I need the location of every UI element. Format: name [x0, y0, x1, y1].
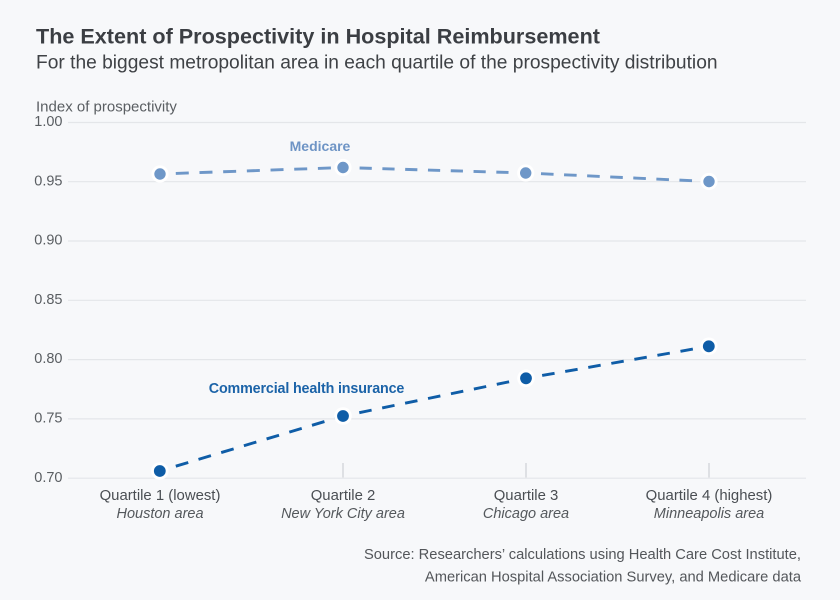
svg-text:Minneapolis area: Minneapolis area — [654, 506, 764, 522]
svg-text:1.00: 1.00 — [34, 114, 62, 130]
svg-text:0.90: 0.90 — [34, 233, 62, 249]
svg-text:Commercial health insurance: Commercial health insurance — [209, 381, 405, 397]
svg-text:0.80: 0.80 — [34, 351, 62, 367]
svg-text:New York City area: New York City area — [281, 506, 405, 522]
svg-text:The Extent of Prospectivity in: The Extent of Prospectivity in Hospital … — [36, 24, 600, 49]
svg-text:For the biggest metropolitan a: For the biggest metropolitan area in eac… — [36, 53, 718, 74]
svg-text:0.70: 0.70 — [34, 470, 62, 486]
svg-text:Index of prospectivity: Index of prospectivity — [36, 99, 177, 116]
svg-text:American Hospital Association: American Hospital Association Survey, an… — [425, 570, 802, 586]
svg-text:Source: Researchers’ calculati: Source: Researchers’ calculations using … — [364, 547, 801, 563]
svg-text:Quartile 1 (lowest): Quartile 1 (lowest) — [100, 488, 221, 504]
svg-text:Chicago area: Chicago area — [483, 506, 569, 522]
svg-text:Medicare: Medicare — [290, 138, 351, 154]
svg-text:0.75: 0.75 — [34, 411, 62, 427]
svg-text:0.95: 0.95 — [34, 173, 62, 189]
svg-text:0.85: 0.85 — [34, 292, 62, 308]
svg-text:Quartile 3: Quartile 3 — [494, 488, 559, 504]
svg-text:Houston area: Houston area — [116, 506, 203, 522]
svg-text:Quartile 4 (highest): Quartile 4 (highest) — [646, 488, 773, 504]
svg-text:Quartile 2: Quartile 2 — [311, 488, 376, 504]
